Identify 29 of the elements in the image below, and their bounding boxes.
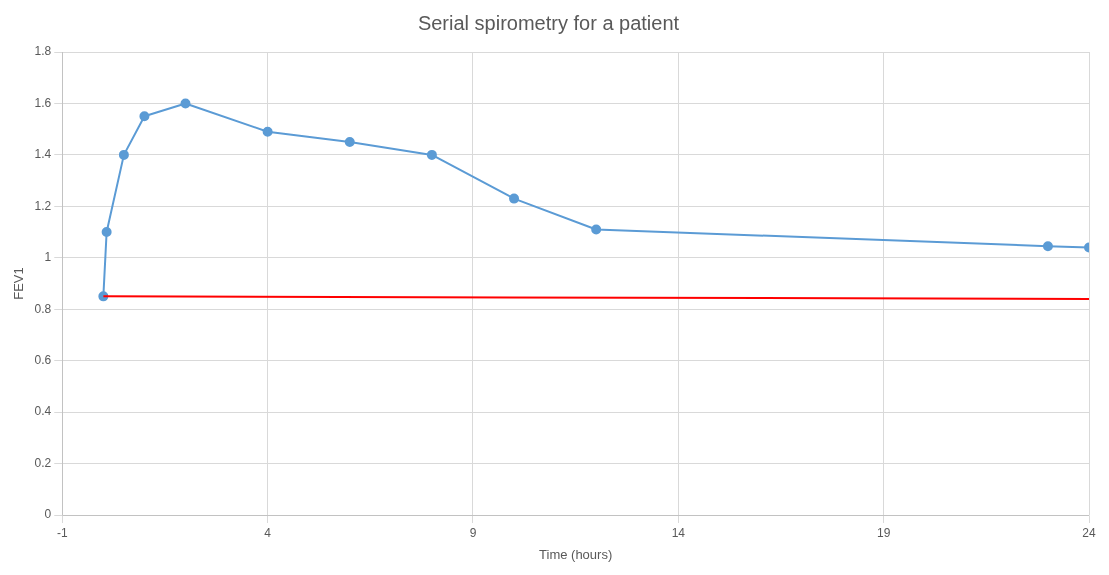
chart-title: Serial spirometry for a patient (417, 11, 680, 34)
x-tick-label: 24 (1082, 525, 1096, 540)
point (101, 227, 112, 238)
point (118, 149, 129, 160)
x-tick-label: -1 (56, 525, 68, 540)
y-axis-title: FEV1 (11, 267, 27, 300)
y-tick-label: 0 (44, 507, 52, 522)
x-tick-label: 4 (264, 525, 272, 540)
point (1042, 241, 1053, 252)
y-tick-label: 1.2 (34, 198, 52, 213)
y-tick-label: 1 (44, 250, 52, 265)
x-tick-label: 14 (671, 525, 686, 540)
x-axis-title: Time (hours) (539, 546, 613, 562)
point (509, 193, 520, 204)
y-tick-label: 1.6 (34, 95, 52, 110)
point (591, 224, 602, 235)
x-tick-label: 19 (876, 525, 891, 540)
y-tick-label: 0.8 (34, 301, 52, 316)
y-tick-label: 0.4 (34, 404, 52, 419)
x-tick-label: 9 (469, 525, 477, 540)
y-tick-label: 0.6 (34, 352, 52, 367)
y-tick-label: 0.2 (34, 455, 52, 470)
point (426, 149, 437, 160)
point (344, 137, 355, 148)
point (262, 126, 273, 137)
point (180, 98, 191, 109)
point (139, 111, 150, 122)
y-tick-label: 1.4 (34, 147, 52, 162)
y-tick-label: 1.8 (34, 44, 52, 59)
